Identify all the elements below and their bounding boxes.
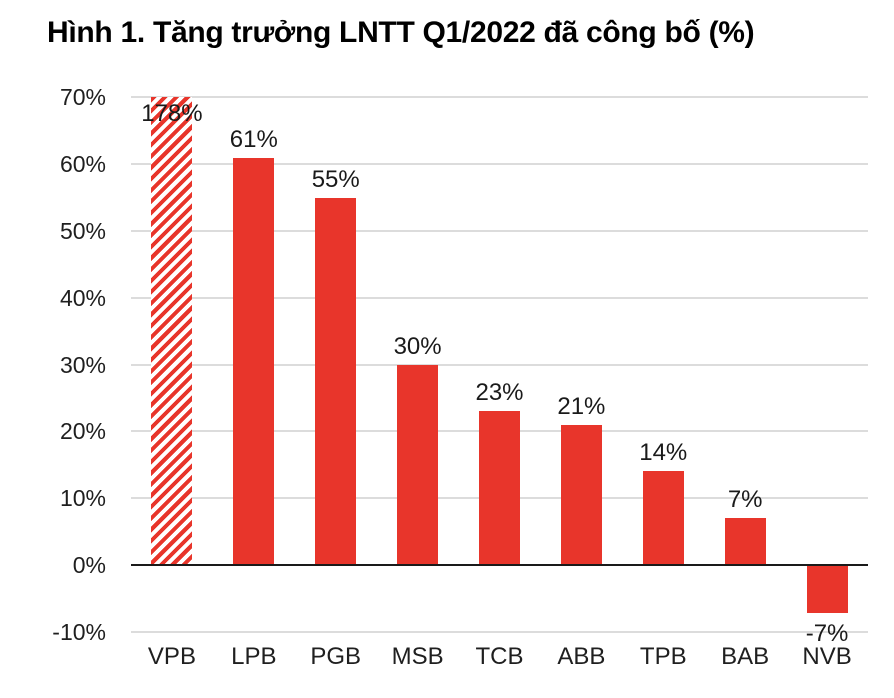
x-axis-tick-label-msb: MSB bbox=[391, 643, 444, 670]
x-axis-tick-label-tcb: TCB bbox=[475, 643, 524, 670]
y-axis-tick-label: 70% bbox=[59, 84, 106, 111]
gridline bbox=[131, 163, 868, 166]
y-axis-tick-label: 30% bbox=[59, 351, 106, 378]
value-label-nvb: -7% bbox=[805, 619, 849, 647]
bar-bab bbox=[724, 518, 766, 565]
value-label-pgb: 55% bbox=[311, 165, 360, 193]
gridline bbox=[131, 96, 868, 99]
x-axis-tick-label-bab: BAB bbox=[721, 643, 770, 670]
y-axis-tick-label: 40% bbox=[59, 284, 106, 311]
bar-lpb bbox=[233, 157, 275, 565]
value-label-lpb: 61% bbox=[229, 125, 278, 153]
x-axis-tick-label-pgb: PGB bbox=[310, 643, 362, 670]
bar-abb bbox=[560, 424, 602, 565]
gridline bbox=[131, 296, 868, 299]
gridline bbox=[131, 630, 868, 633]
value-label-tcb: 23% bbox=[475, 379, 524, 407]
x-axis-zero-line bbox=[131, 564, 868, 566]
y-axis-tick-label: 60% bbox=[59, 151, 106, 178]
value-label-vpb: 178% bbox=[141, 100, 203, 127]
x-axis-tick-label-abb: ABB bbox=[557, 643, 606, 670]
x-axis-tick-label-lpb: LPB bbox=[231, 643, 277, 670]
y-axis-tick-label: 10% bbox=[59, 485, 106, 512]
bar-nvb bbox=[806, 566, 848, 613]
value-label-bab: 7% bbox=[727, 486, 763, 514]
bar-vpb-hatched bbox=[151, 97, 193, 565]
x-axis-tick-label-vpb: VPB bbox=[147, 643, 196, 670]
bar-pgb bbox=[315, 197, 357, 565]
y-axis-tick-label: 50% bbox=[59, 218, 106, 244]
value-label-msb: 30% bbox=[393, 332, 442, 360]
y-axis-tick-label: 20% bbox=[59, 418, 106, 445]
gridline bbox=[131, 363, 868, 366]
y-axis-tick-label: 0% bbox=[72, 552, 106, 578]
y-axis-tick-label: -10% bbox=[52, 618, 106, 645]
bar-tpb bbox=[642, 471, 684, 565]
value-label-tpb: 14% bbox=[639, 439, 688, 467]
chart-title: Hình 1. Tăng trưởng LNTT Q1/2022 đã công… bbox=[47, 16, 755, 49]
bar-msb bbox=[397, 364, 439, 565]
bar-tcb bbox=[479, 411, 520, 565]
x-axis-tick-label-tpb: TPB bbox=[639, 643, 687, 670]
x-axis-tick-label-nvb: NVB bbox=[802, 643, 852, 670]
value-label-abb: 21% bbox=[557, 392, 606, 420]
gridline bbox=[131, 230, 868, 232]
